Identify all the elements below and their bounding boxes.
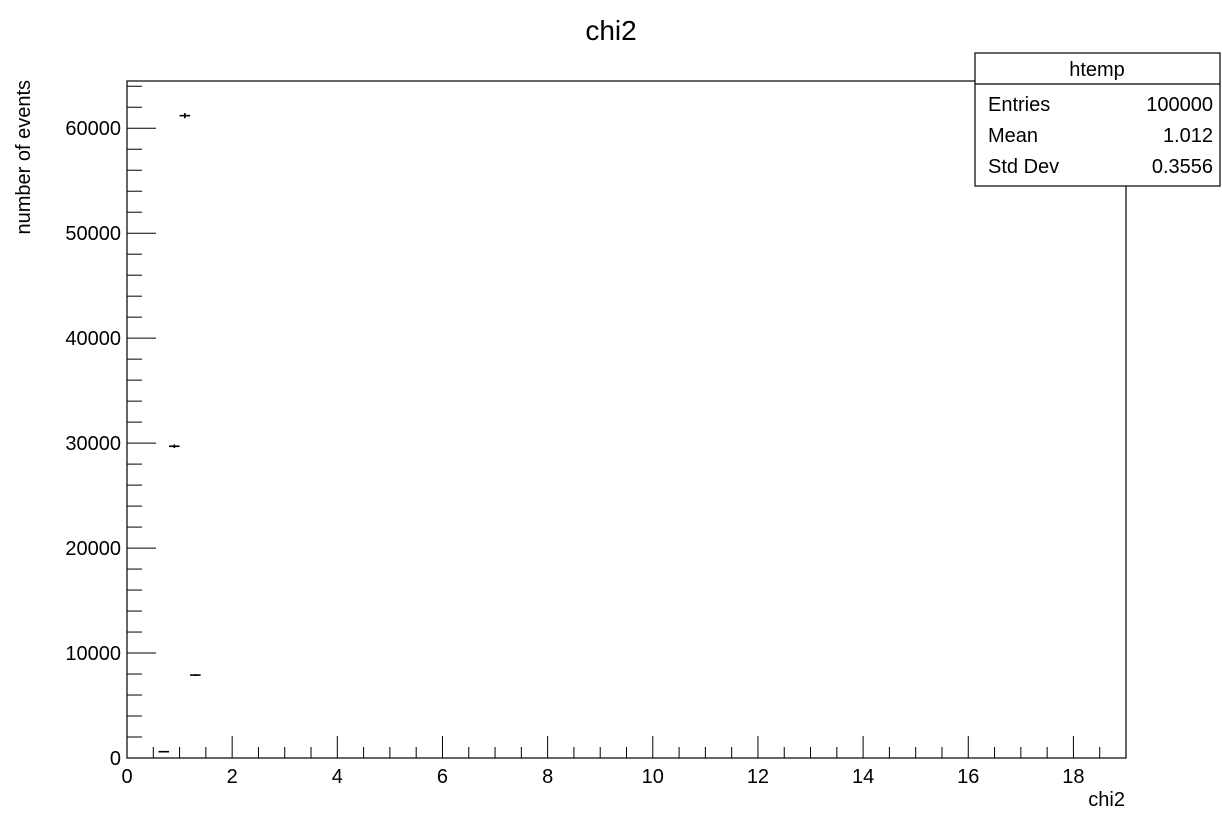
x-axis-tick-labels: 0 2 4 6 8 10 12 14 16 18 [121, 766, 1084, 788]
x-axis-ticks [126, 736, 1127, 758]
y-tick-label: 50000 [65, 223, 121, 245]
y-tick-label: 40000 [65, 328, 121, 350]
x-tick-label: 8 [542, 766, 553, 788]
x-tick-label: 14 [852, 766, 874, 788]
x-tick-label: 0 [121, 766, 132, 788]
stats-entries-value: 100000 [1146, 94, 1213, 116]
chart-title: chi2 [585, 15, 636, 46]
data-points [158, 113, 201, 753]
x-tick-label: 6 [437, 766, 448, 788]
stats-box: htemp Entries 100000 Mean 1.012 Std Dev … [974, 52, 1221, 187]
y-axis-tick-labels: 0 10000 20000 30000 40000 50000 60000 [65, 118, 121, 770]
stats-box-frame [974, 52, 1221, 187]
stats-stddev-value: 0.3556 [1152, 156, 1213, 178]
x-tick-label: 10 [642, 766, 664, 788]
data-point [169, 444, 180, 449]
data-point [158, 750, 170, 753]
stats-entries-label: Entries [988, 94, 1050, 116]
y-axis-ticks [127, 85, 156, 759]
x-tick-label: 18 [1062, 766, 1084, 788]
x-axis-title: chi2 [1088, 789, 1125, 811]
y-tick-label: 20000 [65, 538, 121, 560]
data-point [190, 674, 201, 677]
y-axis-title: number of events [13, 80, 35, 235]
stats-mean-value: 1.012 [1163, 125, 1213, 147]
y-tick-label: 30000 [65, 433, 121, 455]
x-tick-label: 4 [332, 766, 343, 788]
x-tick-label: 2 [227, 766, 238, 788]
x-tick-label: 16 [957, 766, 979, 788]
x-tick-label: 12 [747, 766, 769, 788]
stats-mean-label: Mean [988, 125, 1038, 147]
y-tick-label: 60000 [65, 118, 121, 140]
stats-stddev-label: Std Dev [988, 156, 1059, 178]
data-point [179, 113, 191, 119]
y-tick-label: 0 [110, 748, 121, 770]
stats-box-name: htemp [1069, 59, 1125, 81]
y-tick-label: 10000 [65, 643, 121, 665]
